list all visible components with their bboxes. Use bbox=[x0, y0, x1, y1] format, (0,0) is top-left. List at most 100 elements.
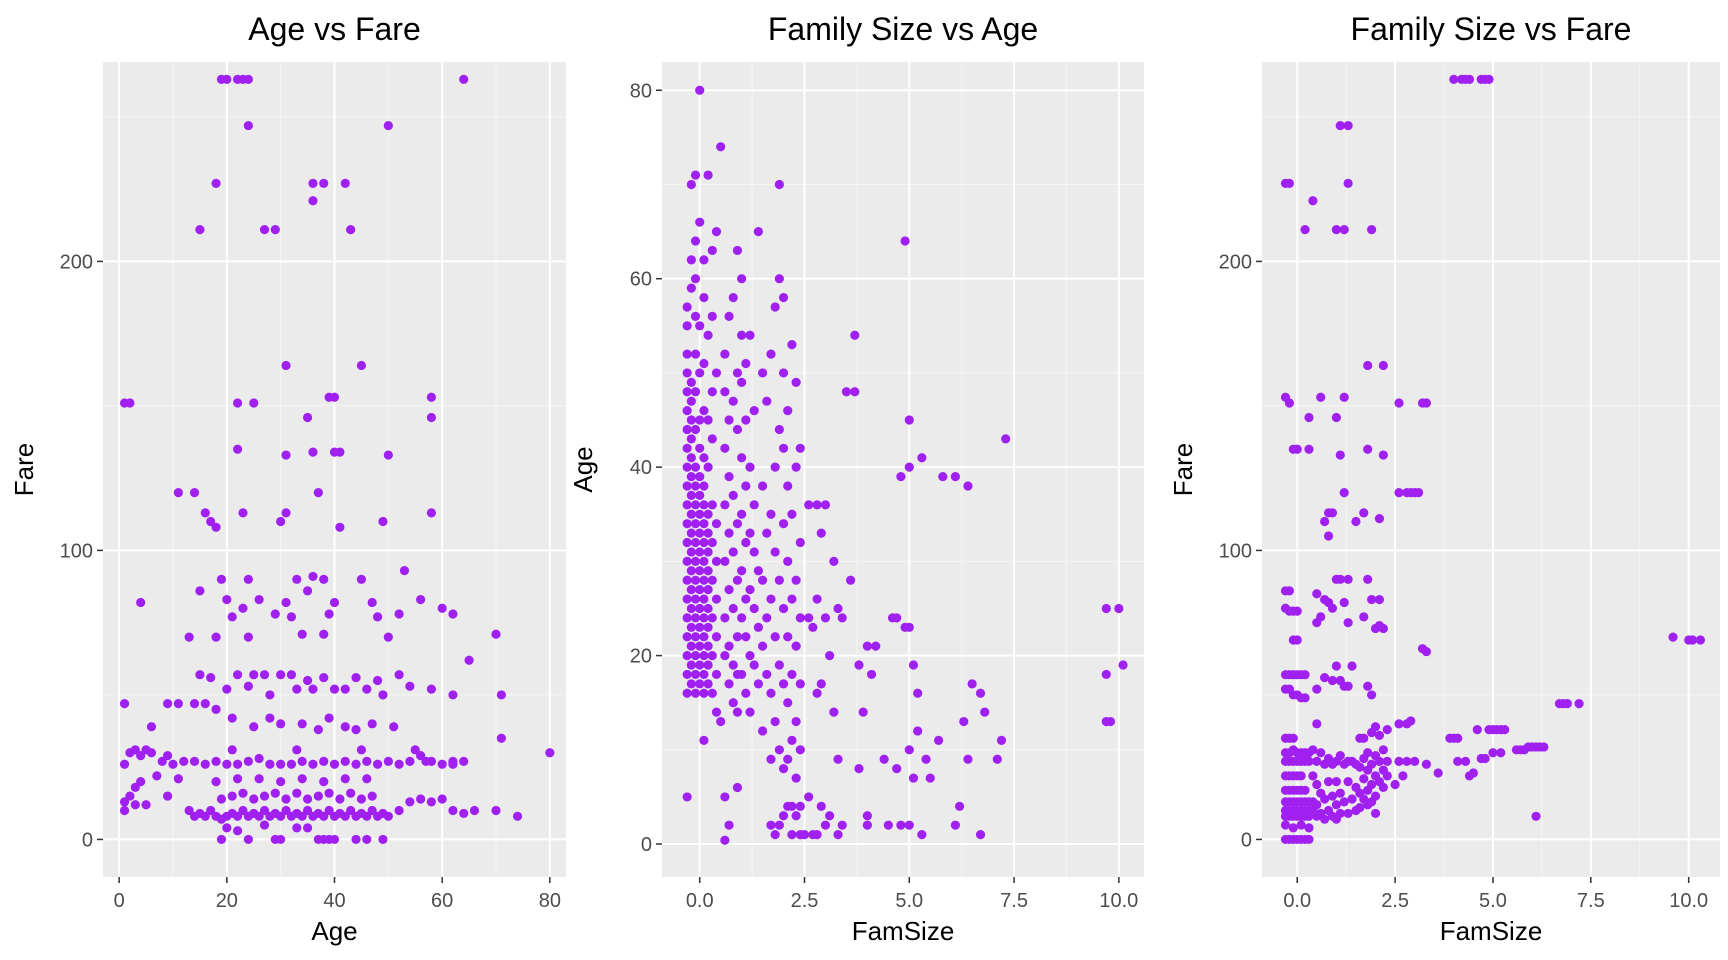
data-point bbox=[967, 679, 977, 689]
data-point bbox=[329, 759, 340, 769]
data-point bbox=[753, 679, 764, 689]
data-point bbox=[265, 759, 275, 769]
data-point bbox=[437, 794, 447, 804]
data-point bbox=[378, 516, 388, 527]
plot-background bbox=[662, 62, 1144, 877]
data-point bbox=[737, 566, 747, 576]
data-point bbox=[1343, 777, 1353, 787]
data-point bbox=[846, 575, 856, 585]
data-point bbox=[351, 672, 361, 683]
data-point bbox=[1308, 745, 1318, 755]
data-point bbox=[783, 754, 793, 764]
data-point bbox=[1300, 225, 1310, 235]
data-point bbox=[297, 719, 307, 729]
data-point bbox=[232, 774, 243, 784]
chart-title: Family Size vs Fare bbox=[1351, 11, 1632, 47]
data-point bbox=[1351, 516, 1361, 527]
data-point bbox=[833, 830, 843, 840]
data-point bbox=[938, 471, 948, 482]
data-point bbox=[302, 805, 313, 816]
data-point bbox=[737, 669, 747, 680]
data-point bbox=[741, 632, 751, 642]
data-point bbox=[720, 349, 730, 359]
data-point bbox=[335, 522, 345, 532]
data-point bbox=[741, 415, 751, 425]
data-point bbox=[356, 745, 367, 755]
data-point bbox=[992, 754, 1002, 764]
data-point bbox=[426, 412, 437, 423]
data-point bbox=[195, 670, 205, 680]
x-tick-label: 5.0 bbox=[1479, 890, 1507, 912]
data-point bbox=[238, 788, 248, 798]
data-point bbox=[1339, 225, 1349, 235]
data-point bbox=[1284, 586, 1295, 596]
data-point bbox=[732, 707, 743, 717]
data-point bbox=[778, 764, 789, 774]
x-axis-label: FamSize bbox=[852, 916, 955, 946]
data-point bbox=[232, 811, 243, 821]
y-axis-label: Fare bbox=[9, 443, 39, 496]
data-point bbox=[1363, 360, 1373, 371]
data-point bbox=[1413, 488, 1424, 498]
data-point bbox=[682, 349, 692, 359]
data-point bbox=[1331, 661, 1341, 671]
data-point bbox=[1421, 398, 1432, 408]
data-point bbox=[1355, 762, 1365, 772]
data-point bbox=[1695, 635, 1706, 645]
data-point bbox=[211, 178, 221, 188]
data-point bbox=[1296, 771, 1306, 781]
data-point bbox=[783, 556, 793, 566]
data-point bbox=[720, 613, 730, 623]
chart-title: Family Size vs Age bbox=[768, 11, 1038, 47]
data-point bbox=[699, 669, 709, 680]
data-point bbox=[1316, 748, 1326, 758]
data-point bbox=[383, 811, 393, 821]
data-point bbox=[1394, 398, 1404, 408]
data-point bbox=[459, 808, 469, 819]
data-point bbox=[163, 698, 173, 709]
data-point bbox=[222, 594, 232, 605]
data-point bbox=[699, 735, 709, 745]
data-point bbox=[189, 698, 200, 709]
data-point bbox=[778, 519, 789, 529]
data-point bbox=[297, 629, 307, 639]
data-point bbox=[720, 650, 730, 661]
data-point bbox=[707, 387, 717, 397]
data-point bbox=[206, 672, 216, 683]
data-point bbox=[119, 805, 130, 816]
data-point bbox=[732, 424, 743, 435]
data-point bbox=[695, 622, 705, 632]
data-point bbox=[211, 756, 221, 766]
data-point bbox=[699, 481, 709, 491]
data-point bbox=[695, 217, 705, 227]
data-point bbox=[319, 178, 329, 188]
data-point bbox=[904, 622, 914, 632]
data-point bbox=[728, 698, 738, 708]
data-point bbox=[866, 669, 877, 680]
data-point bbox=[833, 754, 843, 764]
data-point bbox=[1496, 748, 1506, 758]
data-point bbox=[1453, 756, 1463, 766]
data-point bbox=[690, 500, 701, 510]
data-point bbox=[908, 773, 919, 783]
data-point bbox=[766, 509, 776, 519]
data-point bbox=[682, 575, 692, 585]
data-point bbox=[686, 490, 696, 501]
x-axis-label: FamSize bbox=[1440, 916, 1543, 946]
data-point bbox=[791, 462, 801, 472]
x-tick-label: 5.0 bbox=[895, 890, 923, 912]
data-point bbox=[243, 681, 253, 691]
data-point bbox=[491, 629, 501, 639]
data-point bbox=[703, 462, 713, 472]
data-point bbox=[695, 415, 705, 425]
data-point bbox=[1288, 733, 1298, 743]
data-point bbox=[770, 830, 780, 840]
data-point bbox=[1359, 733, 1369, 743]
data-point bbox=[1284, 398, 1295, 408]
data-point bbox=[302, 794, 313, 804]
data-point bbox=[276, 719, 286, 729]
data-point bbox=[448, 805, 458, 816]
data-point bbox=[259, 820, 270, 830]
data-point bbox=[783, 632, 793, 642]
data-point bbox=[732, 632, 743, 642]
